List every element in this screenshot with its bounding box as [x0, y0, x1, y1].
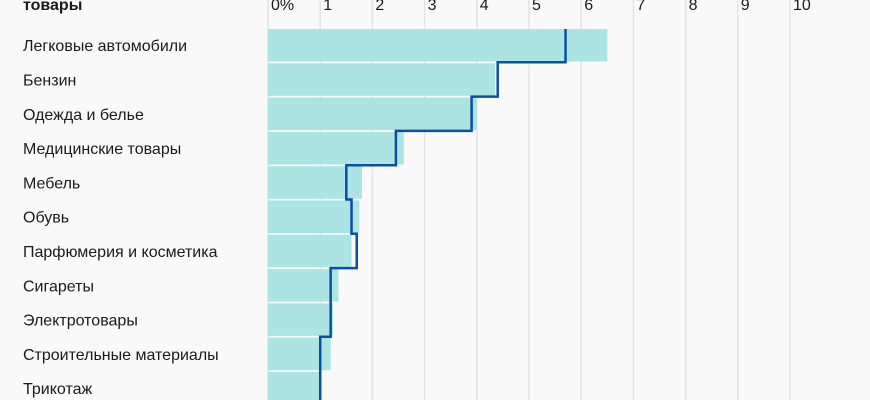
- bar: [268, 269, 339, 302]
- bar: [268, 166, 362, 199]
- step-line: [318, 29, 567, 400]
- category-label: Трикотаж: [23, 381, 92, 398]
- category-label: Строительные материалы: [23, 347, 219, 364]
- x-tick-label: 7: [636, 0, 645, 14]
- category-label: Медицинские товары: [23, 141, 181, 158]
- category-label: Сигареты: [23, 278, 94, 295]
- x-tick-label: 0%: [271, 0, 294, 14]
- x-tick-label: 1: [323, 0, 332, 14]
- x-tick-label: 5: [532, 0, 541, 14]
- category-label: Бензин: [23, 72, 76, 89]
- x-tick-label: 8: [689, 0, 698, 14]
- x-tick-label: 3: [428, 0, 437, 14]
- x-tick-label: 4: [480, 0, 489, 14]
- category-label: Одежда и белье: [23, 107, 144, 124]
- x-tick-label: 6: [584, 0, 593, 14]
- bar: [268, 234, 352, 268]
- bar: [268, 303, 334, 336]
- bar: [268, 131, 404, 165]
- bar: [268, 97, 477, 131]
- bar: [268, 29, 608, 62]
- column-header: товары: [23, 0, 82, 14]
- bar: [268, 200, 360, 233]
- x-tick-label: 10: [793, 0, 811, 14]
- category-label: Обувь: [23, 210, 69, 227]
- bar: [268, 63, 496, 96]
- x-tick-label: 9: [741, 0, 750, 14]
- bar: [268, 372, 321, 400]
- category-label: Мебель: [23, 175, 80, 192]
- category-label: Парфюмерия и косметика: [23, 244, 218, 261]
- category-label: Легковые автомобили: [23, 38, 187, 55]
- category-label: Электротовары: [23, 313, 138, 330]
- x-tick-label: 2: [375, 0, 384, 14]
